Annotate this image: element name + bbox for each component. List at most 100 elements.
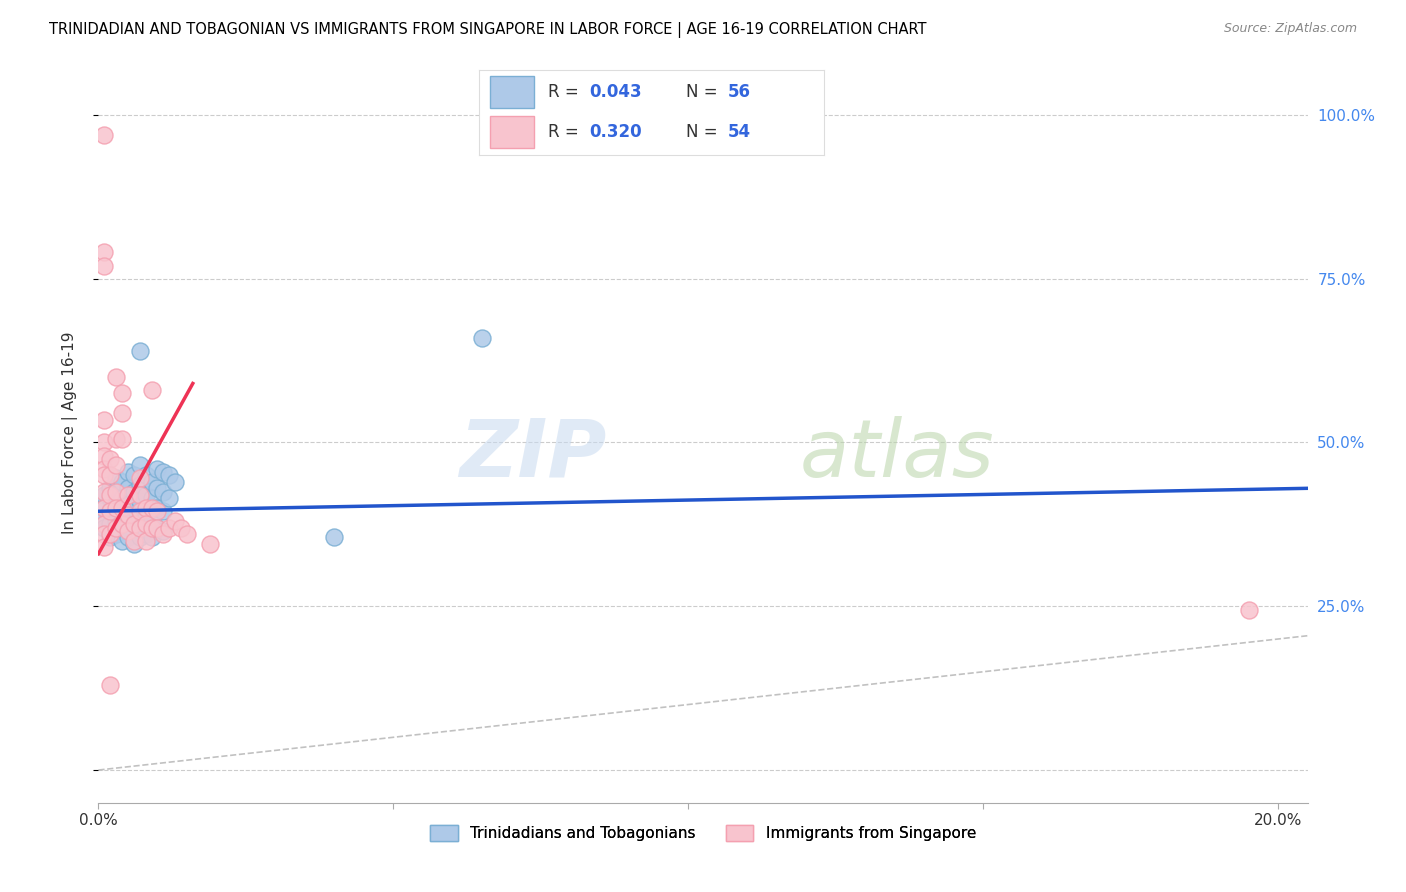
Y-axis label: In Labor Force | Age 16-19: In Labor Force | Age 16-19 (62, 331, 77, 534)
Point (98, 491, 121, 505)
Point (128, 510, 150, 524)
Point (117, 498, 139, 512)
Point (105, 471, 128, 485)
Point (111, 406, 134, 420)
Point (128, 471, 150, 485)
Point (111, 500, 134, 515)
Point (135, 527, 157, 541)
Point (146, 521, 169, 535)
Point (128, 521, 150, 535)
Legend: Trinidadians and Tobagonians, Immigrants from Singapore: Trinidadians and Tobagonians, Immigrants… (425, 819, 981, 847)
Point (111, 491, 134, 505)
Point (93, 449, 115, 463)
Point (165, 475, 187, 489)
Point (152, 527, 174, 541)
Point (471, 330, 494, 344)
Point (152, 465, 174, 479)
Point (117, 524, 139, 538)
Point (93, 435, 115, 450)
Point (93, 500, 115, 515)
Point (200, 537, 222, 551)
Point (111, 504, 134, 518)
Point (105, 514, 128, 528)
Point (122, 517, 145, 532)
Point (98, 451, 121, 466)
Point (117, 488, 139, 502)
Point (105, 432, 128, 446)
Point (141, 475, 163, 489)
Point (93, 128, 115, 142)
Point (141, 500, 163, 515)
Point (146, 504, 169, 518)
Point (135, 500, 157, 515)
Point (117, 508, 139, 522)
Point (111, 517, 134, 532)
Point (128, 478, 150, 492)
Point (93, 468, 115, 483)
Point (146, 461, 169, 475)
Point (98, 504, 121, 518)
Point (122, 517, 145, 532)
Point (122, 500, 145, 515)
Point (135, 508, 157, 522)
Point (93, 527, 115, 541)
Point (157, 468, 180, 483)
Point (105, 488, 128, 502)
Point (98, 531, 121, 545)
Point (93, 541, 115, 555)
Point (105, 527, 128, 541)
Point (323, 531, 346, 545)
Point (105, 484, 128, 499)
Point (128, 531, 150, 545)
Point (98, 488, 121, 502)
Point (135, 468, 157, 483)
Point (170, 521, 193, 535)
Point (122, 537, 145, 551)
Point (141, 531, 163, 545)
Point (93, 461, 115, 475)
Point (141, 491, 163, 505)
Point (152, 484, 174, 499)
Text: ZIP: ZIP (458, 416, 606, 494)
Point (111, 475, 134, 489)
Point (146, 481, 169, 495)
Point (98, 468, 121, 483)
Point (157, 521, 180, 535)
Point (93, 412, 115, 426)
Point (152, 504, 174, 518)
Point (117, 514, 139, 528)
Point (111, 533, 134, 548)
Point (146, 500, 169, 515)
Point (157, 491, 180, 505)
Text: atlas: atlas (800, 416, 994, 494)
Point (122, 484, 145, 499)
Point (93, 521, 115, 535)
Point (93, 517, 115, 532)
Point (105, 370, 128, 384)
Point (128, 343, 150, 358)
Point (111, 432, 134, 446)
Point (98, 517, 121, 532)
Point (141, 521, 163, 535)
Point (128, 458, 150, 473)
Point (141, 383, 163, 397)
Point (128, 488, 150, 502)
Point (141, 510, 163, 524)
Point (93, 245, 115, 260)
Point (1237, 602, 1260, 616)
Point (122, 533, 145, 548)
Point (165, 514, 187, 528)
Point (117, 481, 139, 495)
Point (122, 468, 145, 483)
Point (135, 517, 157, 532)
Point (135, 533, 157, 548)
Point (146, 521, 169, 535)
Point (105, 500, 128, 515)
Point (117, 465, 139, 479)
Point (128, 504, 150, 518)
Point (93, 510, 115, 524)
Point (93, 484, 115, 499)
Point (105, 458, 128, 473)
Point (105, 521, 128, 535)
Point (128, 494, 150, 508)
